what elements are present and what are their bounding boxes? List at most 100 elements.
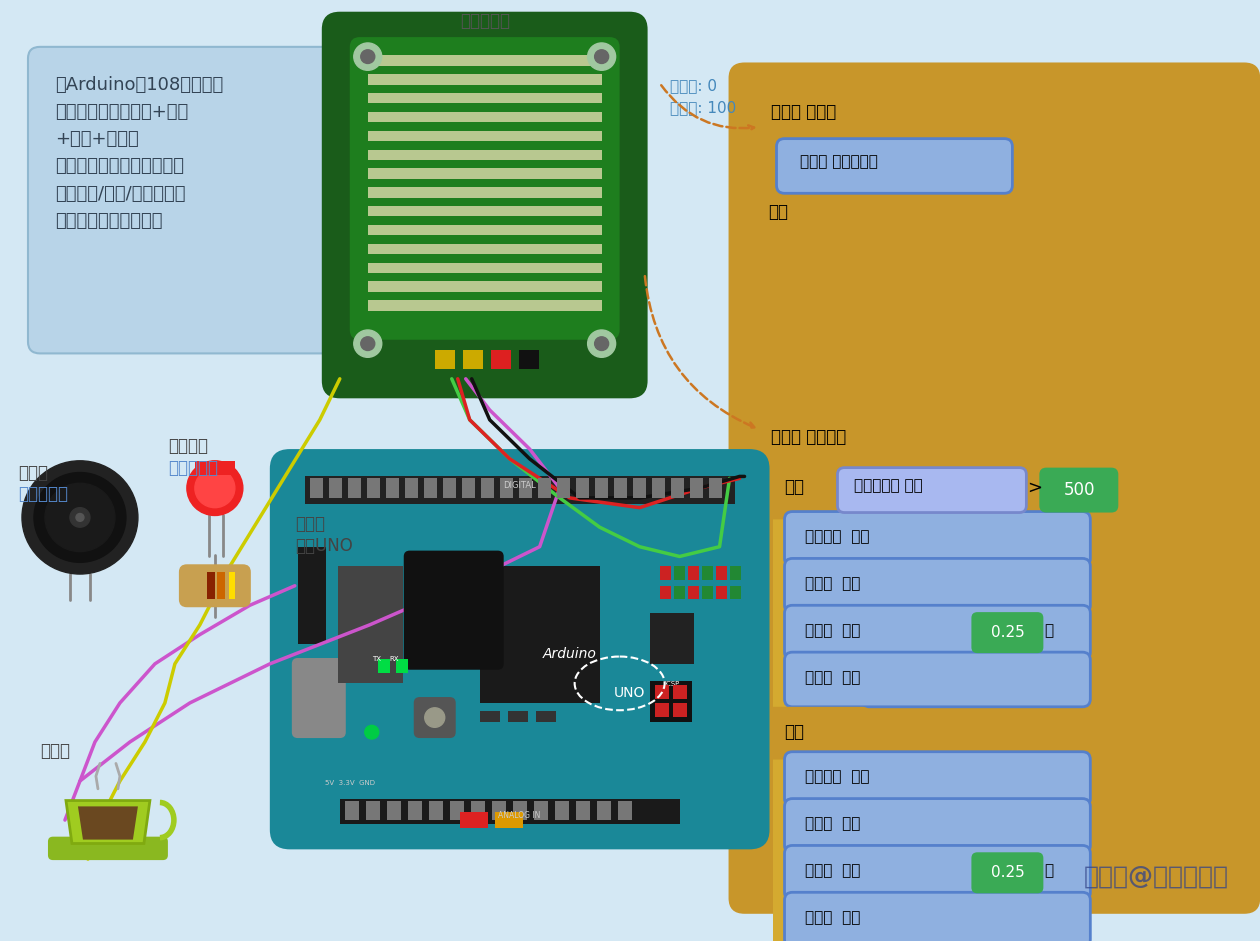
- Text: 如果: 如果: [785, 478, 805, 496]
- Bar: [576, 478, 588, 498]
- Bar: [217, 572, 224, 599]
- Text: DIGITAL: DIGITAL: [503, 481, 536, 489]
- Bar: [614, 478, 626, 498]
- Bar: [534, 801, 548, 820]
- FancyBboxPatch shape: [785, 652, 1090, 707]
- Bar: [655, 685, 669, 699]
- Text: ICSP: ICSP: [664, 681, 679, 688]
- FancyBboxPatch shape: [785, 799, 1090, 853]
- Bar: [651, 478, 664, 498]
- Bar: [490, 349, 510, 369]
- Circle shape: [186, 461, 243, 516]
- Circle shape: [21, 461, 137, 574]
- Bar: [195, 461, 234, 475]
- Bar: [519, 349, 539, 369]
- Text: 型号UNO: 型号UNO: [295, 537, 353, 555]
- Bar: [508, 710, 528, 723]
- Circle shape: [354, 43, 382, 71]
- Bar: [329, 478, 341, 498]
- Circle shape: [66, 502, 94, 532]
- FancyBboxPatch shape: [838, 468, 1027, 513]
- Bar: [367, 478, 379, 498]
- Bar: [396, 659, 408, 673]
- Bar: [538, 478, 551, 498]
- FancyBboxPatch shape: [413, 697, 456, 738]
- FancyBboxPatch shape: [746, 88, 983, 147]
- Circle shape: [76, 514, 84, 521]
- Bar: [471, 801, 485, 820]
- Bar: [557, 478, 570, 498]
- Bar: [708, 478, 722, 498]
- Bar: [755, 463, 771, 843]
- FancyBboxPatch shape: [350, 37, 620, 340]
- Bar: [408, 801, 422, 820]
- Bar: [481, 478, 494, 498]
- Circle shape: [45, 484, 115, 551]
- Text: 蜂鸣器  发声: 蜂鸣器 发声: [804, 816, 859, 831]
- Text: 蜂鸣器  停止: 蜂鸣器 停止: [804, 910, 859, 925]
- Bar: [368, 74, 601, 85]
- Text: 搜狐号@雕爷学编程: 搜狐号@雕爷学编程: [1085, 865, 1230, 888]
- FancyBboxPatch shape: [270, 449, 770, 850]
- Bar: [310, 478, 323, 498]
- Bar: [435, 349, 455, 369]
- Bar: [368, 93, 601, 104]
- Bar: [368, 244, 601, 254]
- Bar: [674, 585, 684, 599]
- Bar: [305, 476, 735, 503]
- Bar: [576, 801, 590, 820]
- Bar: [597, 801, 611, 820]
- Bar: [460, 812, 488, 828]
- Bar: [688, 585, 698, 599]
- Bar: [495, 812, 523, 828]
- Circle shape: [34, 472, 126, 563]
- Bar: [595, 478, 607, 498]
- Text: 高电平点亮: 高电平点亮: [168, 459, 218, 477]
- Text: >: >: [1027, 478, 1042, 496]
- Bar: [670, 478, 684, 498]
- Circle shape: [55, 493, 105, 542]
- Bar: [368, 168, 601, 179]
- FancyBboxPatch shape: [750, 399, 819, 428]
- Circle shape: [587, 330, 616, 358]
- Bar: [650, 614, 693, 663]
- Text: 雨滴传感器: 雨滴传感器: [460, 11, 510, 30]
- Bar: [368, 281, 601, 292]
- Bar: [674, 566, 684, 580]
- Circle shape: [595, 337, 609, 350]
- Text: ANALOG IN: ANALOG IN: [499, 811, 541, 820]
- Text: 控制器: 控制器: [295, 516, 325, 534]
- FancyBboxPatch shape: [765, 707, 871, 759]
- Circle shape: [587, 43, 616, 71]
- FancyBboxPatch shape: [765, 461, 1240, 519]
- Bar: [480, 566, 600, 703]
- FancyBboxPatch shape: [748, 834, 881, 867]
- Bar: [423, 478, 437, 498]
- FancyBboxPatch shape: [785, 558, 1090, 614]
- Circle shape: [360, 50, 374, 63]
- Bar: [500, 478, 513, 498]
- Bar: [688, 566, 698, 580]
- Text: 控制器 初始化: 控制器 初始化: [771, 104, 835, 121]
- Bar: [617, 801, 631, 820]
- Bar: [365, 801, 379, 820]
- Text: 0.25: 0.25: [990, 625, 1024, 640]
- Bar: [659, 566, 670, 580]
- Text: 秒: 秒: [1045, 863, 1053, 878]
- Bar: [348, 478, 360, 498]
- Text: 延时器  延时: 延时器 延时: [804, 623, 859, 638]
- Text: 下雨了！  点亮: 下雨了！ 点亮: [804, 529, 869, 544]
- FancyBboxPatch shape: [746, 187, 858, 240]
- FancyBboxPatch shape: [971, 613, 1043, 653]
- Bar: [689, 478, 703, 498]
- FancyBboxPatch shape: [728, 62, 1260, 914]
- Bar: [368, 206, 601, 216]
- Bar: [368, 112, 601, 122]
- Circle shape: [354, 330, 382, 358]
- Bar: [345, 801, 359, 820]
- Bar: [536, 710, 556, 723]
- FancyBboxPatch shape: [785, 752, 1090, 806]
- Bar: [340, 799, 679, 824]
- Bar: [368, 131, 601, 141]
- Bar: [480, 710, 500, 723]
